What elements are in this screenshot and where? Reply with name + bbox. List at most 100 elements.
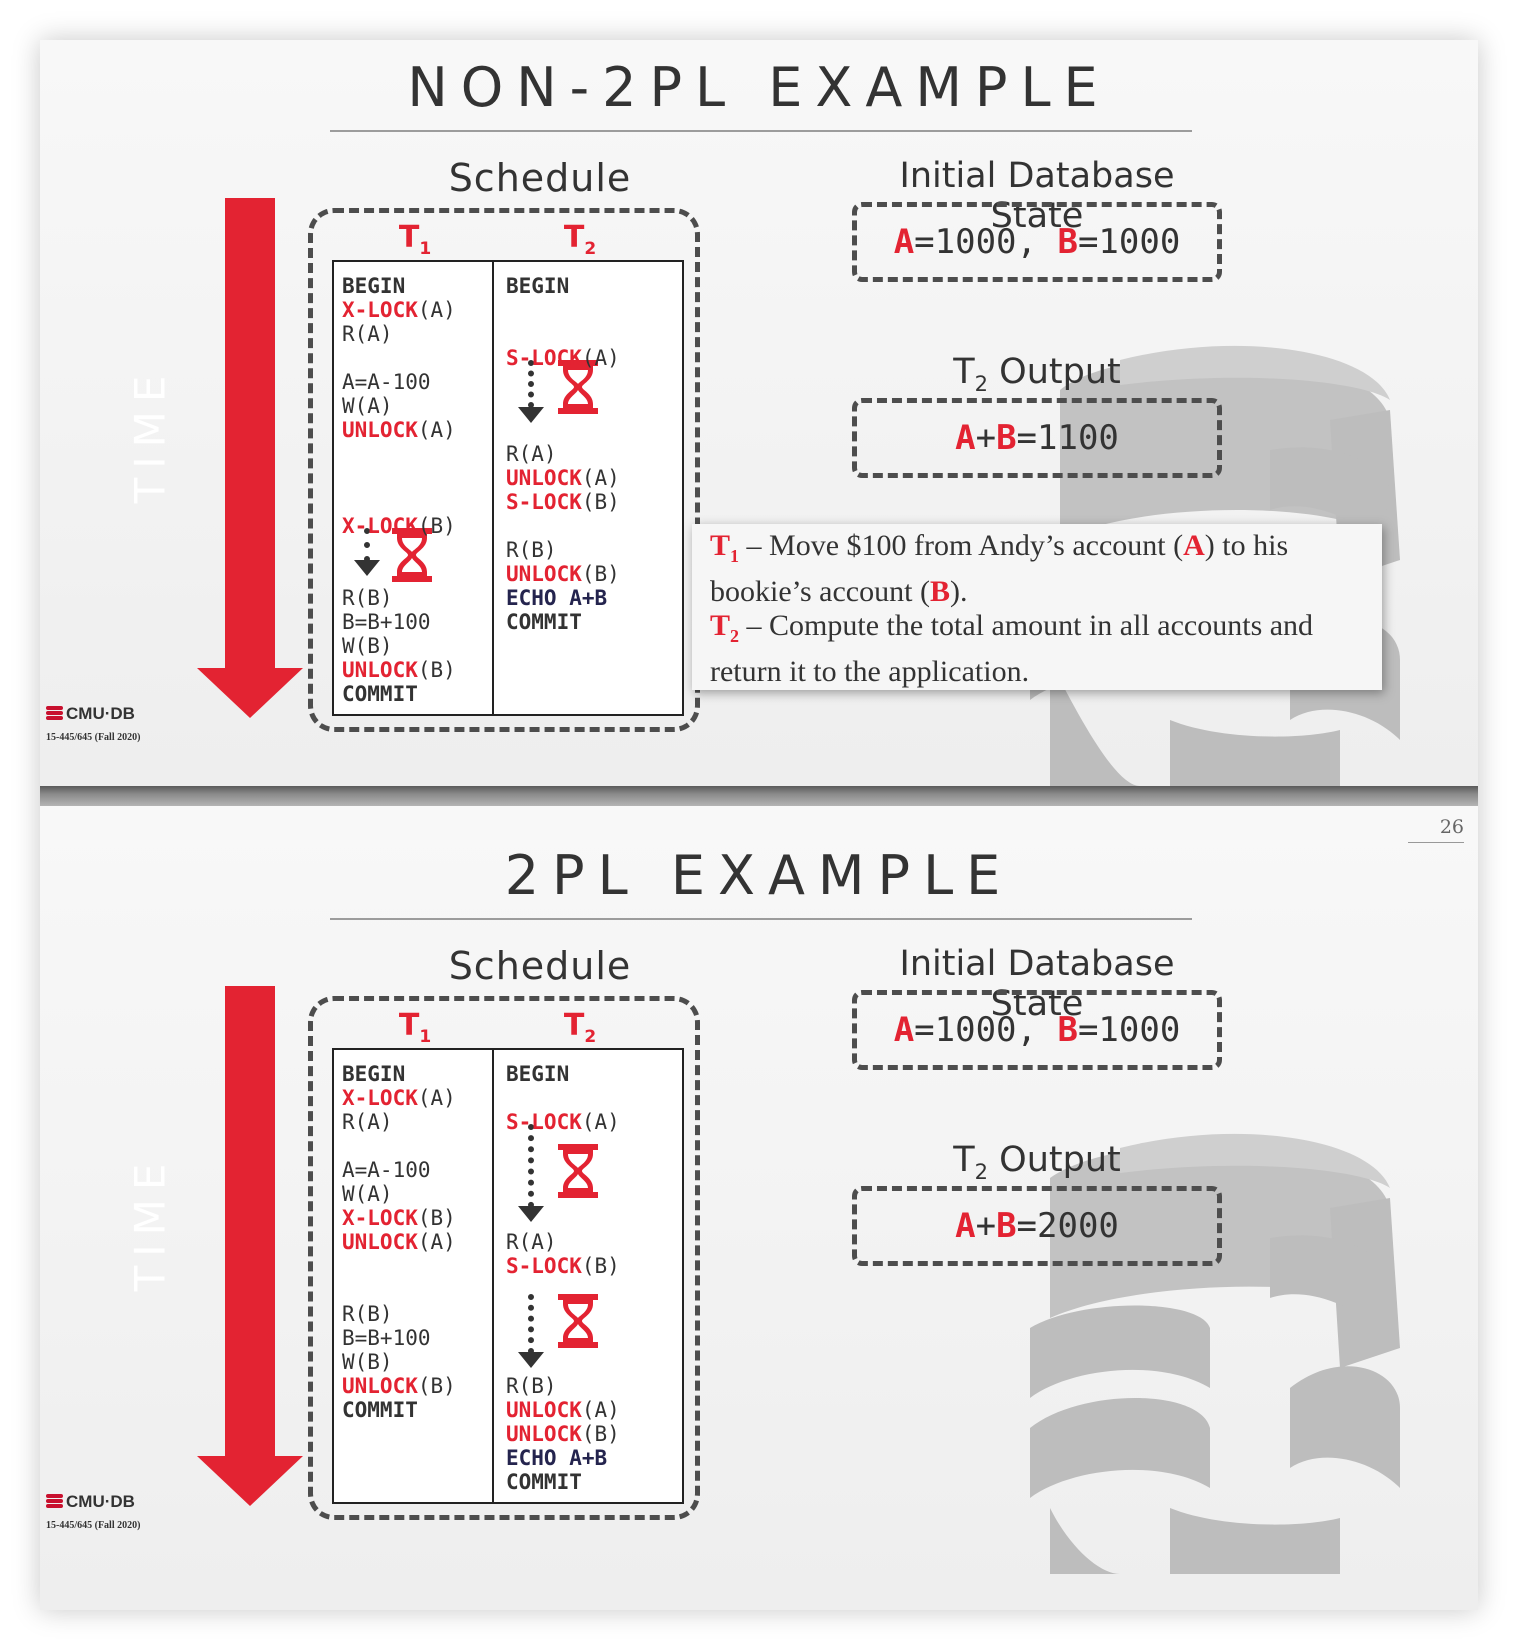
- operation-token: R(A): [342, 1110, 393, 1134]
- slide-separator: [40, 786, 1478, 806]
- operation-token: (A): [417, 298, 456, 322]
- t2-operation: R(B): [506, 538, 557, 562]
- hourglass-icon: [558, 1144, 598, 1198]
- operation-token: R(B): [342, 1302, 393, 1326]
- operation-token: A=A-100: [342, 370, 431, 394]
- operation-token: S-LOCK: [506, 490, 582, 514]
- operation-token: UNLOCK: [342, 1374, 418, 1398]
- operation-token: S-LOCK: [506, 1254, 582, 1278]
- operation-token: (A): [417, 1086, 456, 1110]
- text-segment: T: [710, 609, 731, 642]
- text-segment: +: [975, 1206, 997, 1246]
- text-segment: =1000: [1077, 1010, 1181, 1050]
- text-segment: =1100: [1016, 418, 1119, 458]
- course-label: 15-445/645 (Fall 2020): [46, 732, 141, 743]
- text-segment: A: [893, 222, 915, 262]
- operation-token: R(A): [506, 442, 557, 466]
- page-number: 26: [1408, 816, 1464, 843]
- t1-operation: R(A): [342, 322, 393, 346]
- text-segment: +: [975, 418, 997, 458]
- cmu-db-logo: CMU·DB: [46, 704, 135, 724]
- text-segment: B: [1057, 222, 1078, 262]
- slide-title: NON-2PL EXAMPLE: [407, 56, 1111, 119]
- output-box: [852, 398, 1222, 478]
- t2-operation: S-LOCK(B): [506, 1254, 620, 1278]
- t1-operation: BEGIN: [342, 274, 405, 298]
- schedule-box: [308, 208, 700, 732]
- wait-line: [528, 1124, 534, 1208]
- operation-token: W(B): [342, 1350, 393, 1374]
- slide-title: 2PL EXAMPLE: [504, 844, 1014, 907]
- t1-operation: COMMIT: [342, 682, 418, 706]
- schedule-label: Schedule: [448, 156, 632, 200]
- initial-state-box: [852, 202, 1222, 282]
- wait-arrow-head: [518, 1352, 544, 1368]
- operation-token: B=B+100: [342, 610, 431, 634]
- text-segment: A: [1183, 529, 1205, 562]
- t2-operation: S-LOCK(A): [506, 346, 620, 370]
- output-value: A+B=2000: [852, 1206, 1222, 1246]
- t1-operation: R(B): [342, 586, 393, 610]
- t2-description: T2 – Compute the total amount in all acc…: [710, 608, 1370, 690]
- operation-token: (B): [581, 562, 620, 586]
- title-rule: [330, 130, 1192, 132]
- operation-token: B=B+100: [342, 1326, 431, 1350]
- t1-operation: X-LOCK(B): [342, 514, 456, 538]
- operation-token: R(B): [506, 538, 557, 562]
- operation-token: BEGIN: [342, 274, 406, 298]
- time-arrow-head: [197, 668, 303, 718]
- transaction-description-callout: T1 – Move $100 from Andy’s account (A) t…: [692, 524, 1382, 690]
- operation-token: (B): [417, 1206, 456, 1230]
- wait-line: [364, 528, 370, 562]
- operation-token: W(A): [342, 1182, 393, 1206]
- operation-token: (B): [581, 1422, 620, 1446]
- t1-operation: W(A): [342, 1182, 393, 1206]
- cmu-db-logo-icon: [46, 706, 63, 720]
- cmu-db-logo: CMU·DB: [46, 1492, 135, 1512]
- operation-token: S-LOCK: [506, 1110, 582, 1134]
- course-label: 15-445/645 (Fall 2020): [46, 1520, 141, 1531]
- text-segment: – Compute the total amount in all accoun…: [710, 609, 1314, 688]
- text-segment: 1: [730, 546, 740, 566]
- operation-token: ECHO A+B: [506, 586, 608, 610]
- text-segment: A: [955, 418, 976, 458]
- t1-operation: UNLOCK(B): [342, 658, 456, 682]
- column-divider: [492, 260, 494, 716]
- text-segment: =1000,: [914, 222, 1058, 262]
- operation-token: (A): [581, 346, 620, 370]
- t2-operation: COMMIT: [506, 1470, 582, 1494]
- operation-token: UNLOCK: [506, 466, 582, 490]
- text-segment: A: [955, 1206, 976, 1246]
- slide-2pl: 26 2PL EXAMPLE Schedule TIME T1 T2: [40, 806, 1478, 1610]
- t1-description: T1 – Move $100 from Andy’s account (A) t…: [710, 528, 1370, 610]
- t2-operation: ECHO A+B: [506, 1446, 607, 1470]
- operation-token: COMMIT: [342, 682, 418, 706]
- operation-token: (A): [581, 1398, 620, 1422]
- t1-operation: W(A): [342, 394, 393, 418]
- operation-token: BEGIN: [506, 274, 570, 298]
- operation-token: UNLOCK: [342, 658, 418, 682]
- slide-non-2pl: NON-2PL EXAMPLE Schedule TIME T1 T2: [40, 40, 1478, 786]
- t2-operation: R(A): [506, 1230, 557, 1254]
- operation-token: S-LOCK: [506, 346, 582, 370]
- operation-token: R(A): [342, 322, 393, 346]
- output-value: A+B=1100: [852, 418, 1222, 458]
- t2-operation: S-LOCK(A): [506, 1110, 620, 1134]
- operation-token: UNLOCK: [506, 1422, 582, 1446]
- text-segment: =1000,: [914, 1010, 1058, 1050]
- time-label: TIME: [125, 1154, 175, 1292]
- time-arrow: [225, 986, 275, 1456]
- operation-token: R(A): [506, 1230, 557, 1254]
- t2-operation: BEGIN: [506, 1062, 569, 1086]
- text-segment: B: [996, 1206, 1017, 1246]
- t1-operation: R(A): [342, 1110, 393, 1134]
- t1-operation: B=B+100: [342, 610, 431, 634]
- t1-header: T1: [398, 1008, 432, 1047]
- text-segment: ) to his bookie’s account (: [710, 529, 1289, 608]
- text-segment: B: [1057, 1010, 1078, 1050]
- operation-token: (B): [417, 514, 456, 538]
- time-arrow-head: [197, 1456, 303, 1506]
- t1-operation: UNLOCK(A): [342, 1230, 456, 1254]
- operation-token: COMMIT: [342, 1398, 418, 1422]
- t2-operation: COMMIT: [506, 610, 582, 634]
